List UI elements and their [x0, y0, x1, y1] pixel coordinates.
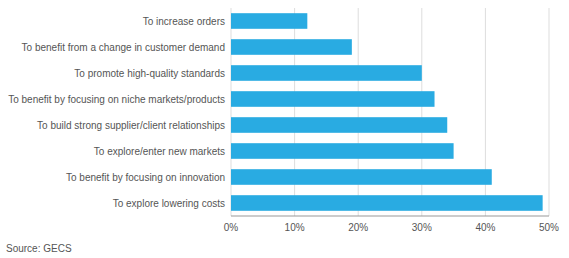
tick-label: 20% [348, 222, 368, 233]
bar [231, 143, 454, 159]
bar [231, 65, 422, 81]
category-label: To benefit by focusing on innovation [66, 172, 225, 183]
category-label: To explore lowering costs [113, 198, 225, 209]
bar [231, 169, 492, 185]
axis-line [231, 216, 549, 217]
category-label: To increase orders [143, 16, 225, 27]
tick-label: 10% [285, 222, 305, 233]
chart: 0% 10% 20% 30% 40% 50% To explore lowering cos… [0, 0, 569, 258]
source-note: Source: GECS [6, 243, 72, 254]
bar [231, 39, 352, 55]
category-label: To explore/enter new markets [94, 146, 225, 157]
category-label: To benefit by focusing on niche markets/… [8, 94, 225, 105]
grid-line [549, 8, 550, 216]
bar [231, 13, 307, 29]
category-label: To promote high-quality standards [74, 68, 225, 79]
bar [231, 117, 447, 133]
tick-label: 30% [412, 222, 432, 233]
y-axis: To explore lowering costs To benefit by f… [8, 16, 225, 209]
bar [231, 195, 543, 211]
x-axis: 0% 10% 20% 30% 40% 50% [224, 222, 559, 233]
tick-label: 40% [475, 222, 495, 233]
grid [231, 8, 549, 216]
category-label: To build strong supplier/client relation… [37, 120, 225, 131]
category-label: To benefit from a change in customer dem… [22, 42, 225, 53]
tick-label: 50% [539, 222, 559, 233]
bar [231, 91, 435, 107]
bars [231, 13, 543, 211]
tick-label: 0% [224, 222, 239, 233]
